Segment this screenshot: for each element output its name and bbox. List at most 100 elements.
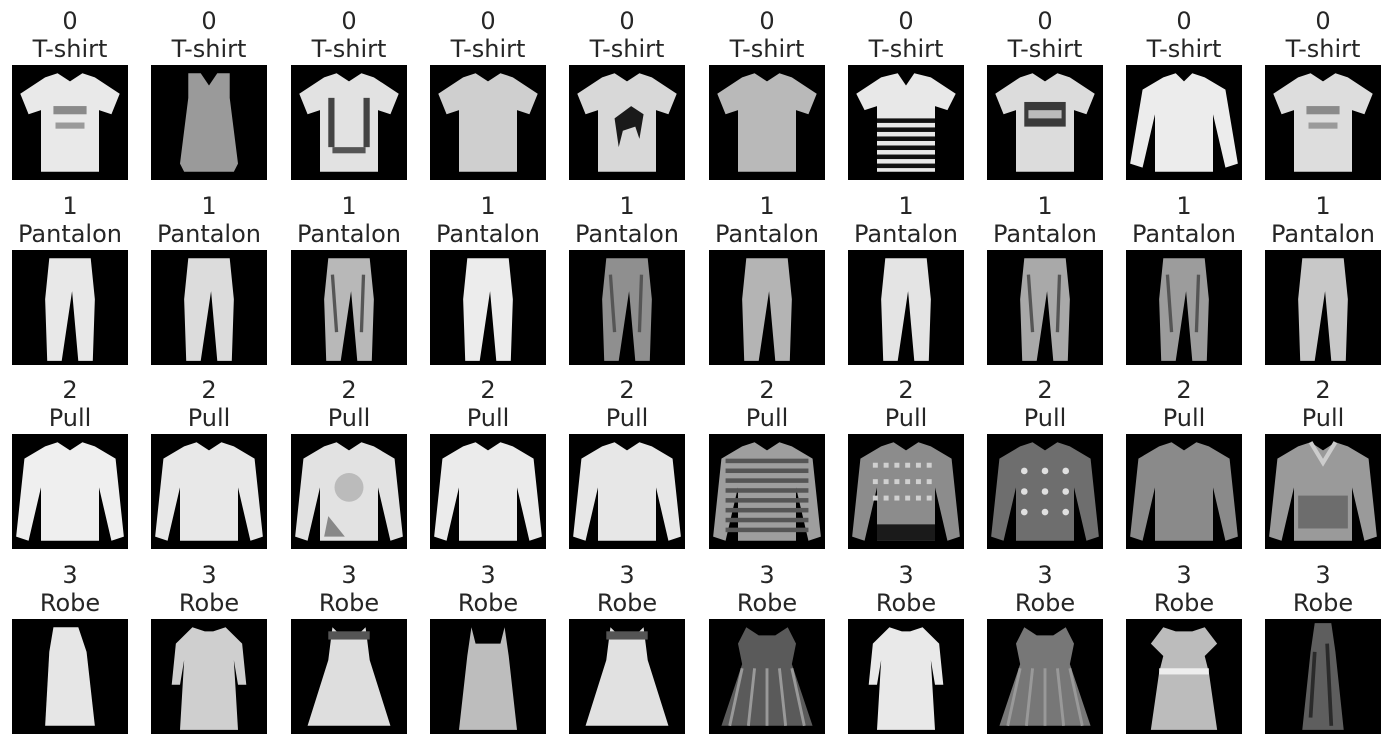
sample-cell: 1 Pantalon	[1265, 185, 1381, 365]
garment-thumbnail	[1126, 619, 1242, 734]
class-name-label: Robe	[875, 589, 937, 617]
sample-cell: 1 Pantalon	[848, 185, 964, 365]
garment-thumbnail	[430, 619, 546, 734]
garment-thumbnail	[1126, 434, 1242, 549]
sample-cell: 1 Pantalon	[291, 185, 407, 365]
class-id-label: 1	[619, 192, 635, 220]
class-id-label: 0	[898, 7, 914, 35]
garment-thumbnail	[987, 619, 1103, 734]
sample-cell: 1 Pantalon	[151, 185, 267, 365]
class-id-label: 0	[480, 7, 496, 35]
class-name-label: Robe	[1153, 589, 1215, 617]
sample-cell: 2 Pull	[291, 369, 407, 549]
class-id-label: 3	[1037, 561, 1053, 589]
sample-cell: 2 Pull	[12, 369, 128, 549]
sample-cell: 0 T-shirt	[1265, 0, 1381, 180]
garment-thumbnail	[291, 65, 407, 180]
class-id-label: 3	[341, 561, 357, 589]
class-id-label: 0	[1176, 7, 1192, 35]
garment-thumbnail	[12, 65, 128, 180]
class-name-label: T-shirt	[1285, 35, 1361, 63]
class-id-label: 1	[759, 192, 775, 220]
class-name-label: Robe	[1014, 589, 1076, 617]
class-name-label: Pantalon	[854, 220, 958, 248]
sample-cell: 3 Robe	[569, 554, 685, 734]
sample-cell: 0 T-shirt	[12, 0, 128, 180]
class-name-label: T-shirt	[450, 35, 526, 63]
sample-cell: 0 T-shirt	[430, 0, 546, 180]
garment-thumbnail	[151, 619, 267, 734]
class-id-label: 3	[1315, 561, 1331, 589]
sample-cell: 3 Robe	[709, 554, 825, 734]
class-name-label: Pantalon	[297, 220, 401, 248]
class-id-label: 0	[1037, 7, 1053, 35]
sample-cell: 1 Pantalon	[987, 185, 1103, 365]
garment-thumbnail	[987, 434, 1103, 549]
class-id-label: 2	[1176, 376, 1192, 404]
garment-thumbnail	[848, 619, 964, 734]
class-id-label: 3	[201, 561, 217, 589]
sample-cell: 3 Robe	[12, 554, 128, 734]
garment-thumbnail	[569, 619, 685, 734]
class-id-label: 1	[1315, 192, 1331, 220]
sample-cell: 1 Pantalon	[569, 185, 685, 365]
sample-cell: 1 Pantalon	[430, 185, 546, 365]
class-name-label: T-shirt	[868, 35, 944, 63]
garment-thumbnail	[430, 250, 546, 365]
class-name-label: Pantalon	[1271, 220, 1375, 248]
sample-cell: 3 Robe	[151, 554, 267, 734]
class-name-label: Robe	[736, 589, 798, 617]
garment-thumbnail	[848, 434, 964, 549]
class-name-label: T-shirt	[32, 35, 108, 63]
garment-thumbnail	[1265, 250, 1381, 365]
class-id-label: 0	[619, 7, 635, 35]
sample-cell: 0 T-shirt	[151, 0, 267, 180]
garment-thumbnail	[569, 65, 685, 180]
class-id-label: 0	[62, 7, 78, 35]
class-name-label: Pantalon	[1132, 220, 1236, 248]
class-id-label: 2	[1315, 376, 1331, 404]
class-name-label: Robe	[318, 589, 380, 617]
sample-cell: 2 Pull	[1265, 369, 1381, 549]
sample-cell: 2 Pull	[848, 369, 964, 549]
class-name-label: Pantalon	[18, 220, 122, 248]
class-id-label: 3	[898, 561, 914, 589]
class-id-label: 1	[898, 192, 914, 220]
class-name-label: Robe	[1292, 589, 1354, 617]
sample-cell: 0 T-shirt	[569, 0, 685, 180]
sample-cell: 1 Pantalon	[709, 185, 825, 365]
garment-thumbnail	[291, 434, 407, 549]
class-name-label: T-shirt	[171, 35, 247, 63]
class-id-label: 3	[1176, 561, 1192, 589]
garment-thumbnail	[1126, 250, 1242, 365]
class-name-label: Pantalon	[715, 220, 819, 248]
class-name-label: Pull	[1162, 404, 1206, 432]
sample-cell: 2 Pull	[430, 369, 546, 549]
class-name-label: Robe	[596, 589, 658, 617]
garment-thumbnail	[709, 619, 825, 734]
class-name-label: Pantalon	[993, 220, 1097, 248]
class-id-label: 0	[341, 7, 357, 35]
class-id-label: 3	[62, 561, 78, 589]
class-id-label: 3	[480, 561, 496, 589]
sample-cell: 3 Robe	[848, 554, 964, 734]
class-name-label: T-shirt	[311, 35, 387, 63]
class-name-label: Robe	[178, 589, 240, 617]
garment-thumbnail	[569, 250, 685, 365]
garment-thumbnail	[291, 250, 407, 365]
sample-cell: 0 T-shirt	[848, 0, 964, 180]
class-name-label: Pull	[884, 404, 928, 432]
garment-thumbnail	[987, 65, 1103, 180]
sample-cell: 0 T-shirt	[987, 0, 1103, 180]
sample-cell: 2 Pull	[709, 369, 825, 549]
garment-thumbnail	[709, 65, 825, 180]
class-id-label: 2	[619, 376, 635, 404]
class-id-label: 2	[759, 376, 775, 404]
class-name-label: Pull	[605, 404, 649, 432]
class-id-label: 1	[1176, 192, 1192, 220]
class-id-label: 3	[759, 561, 775, 589]
sample-cell: 0 T-shirt	[1126, 0, 1242, 180]
sample-cell: 3 Robe	[1265, 554, 1381, 734]
garment-thumbnail	[151, 250, 267, 365]
sample-cell: 2 Pull	[569, 369, 685, 549]
